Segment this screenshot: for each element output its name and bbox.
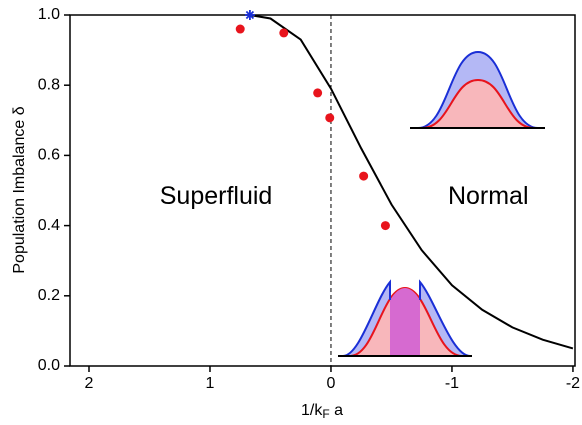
theory-curve [249,14,574,350]
data-point [359,171,369,181]
x-tick-label: 0 [327,375,336,392]
y-axis-label: Population Imbalance δ [11,106,28,273]
x-tick-label: -1 [445,375,459,392]
data-point [325,113,335,123]
y-tick-label: 0.0 [38,357,60,374]
y-tick-label: 0.8 [38,76,60,93]
data-point [279,28,289,38]
y-tick-label: 1.0 [38,6,60,23]
x-tick-label: 1 [206,375,215,392]
x-tick-label: -2 [566,375,580,392]
normal-inset [410,50,545,129]
x-tick-label: 2 [85,375,94,392]
plot-frame [69,14,576,367]
x-axis-label: 1/kF a [301,402,343,421]
data-point [235,24,245,34]
star-marker [244,10,255,20]
data-point [380,221,390,231]
data-point [313,88,323,98]
y-tick-label: 0.6 [38,147,60,164]
region-label: Normal [448,182,529,210]
region-label: Superfluid [160,182,273,210]
y-tick-label: 0.2 [38,287,60,304]
superfluid-inset [338,279,472,357]
y-tick-label: 0.4 [38,217,60,234]
